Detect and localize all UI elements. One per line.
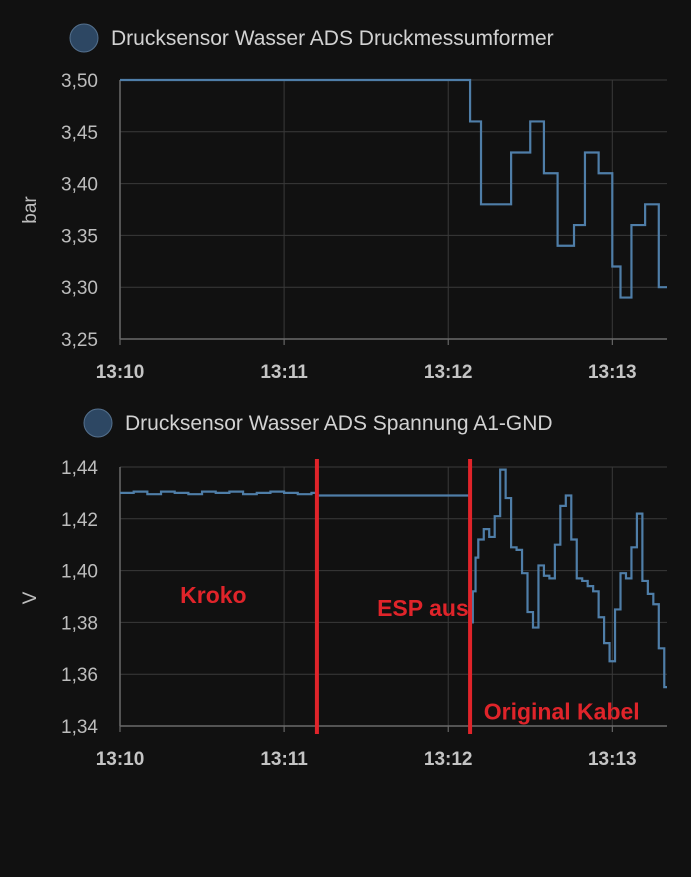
- x-tick-label: 13:11: [260, 749, 308, 770]
- y-tick-label: 1,38: [61, 613, 98, 634]
- y-tick-label: 1,40: [61, 562, 98, 583]
- annotation-label: ESP aus: [377, 595, 469, 621]
- y-tick-label: 3,50: [61, 71, 98, 92]
- y-tick-label: 1,34: [61, 717, 98, 738]
- x-tick-label: 13:13: [588, 749, 637, 770]
- x-tick-label: 13:10: [96, 362, 145, 383]
- chart-panel-2: Drucksensor Wasser ADS Spannung A1-GND 1,…: [20, 408, 667, 770]
- legend-label: Drucksensor Wasser ADS Spannung A1-GND: [125, 412, 553, 435]
- legend-marker-icon: [69, 23, 99, 53]
- x-tick-label: 13:13: [588, 362, 637, 383]
- annotation-label: Kroko: [180, 582, 246, 608]
- y-tick-label: 1,44: [61, 458, 98, 479]
- y-axis-label: bar: [20, 196, 41, 224]
- x-tick-label: 13:12: [424, 362, 473, 383]
- x-tick-label: 13:10: [96, 749, 145, 770]
- series-line-1: [120, 468, 667, 689]
- y-tick-label: 1,36: [61, 665, 98, 686]
- x-tick-label: 13:12: [424, 749, 473, 770]
- y-tick-label: 3,25: [61, 330, 98, 351]
- y-tick-label: 3,30: [61, 278, 98, 299]
- y-tick-label: 3,40: [61, 175, 98, 196]
- chart-panel-1: Drucksensor Wasser ADS Druckmessumformer…: [20, 23, 667, 383]
- y-axis-label: V: [20, 591, 41, 604]
- x-tick-label: 13:11: [260, 362, 308, 383]
- series-line-1: [120, 78, 667, 299]
- annotation-label: Original Kabel: [484, 699, 640, 725]
- legend-marker-icon: [83, 408, 113, 438]
- y-tick-label: 3,35: [61, 226, 98, 247]
- legend-label: Drucksensor Wasser ADS Druckmessumformer: [111, 27, 554, 50]
- y-tick-label: 1,42: [61, 510, 98, 531]
- y-tick-label: 3,45: [61, 123, 98, 144]
